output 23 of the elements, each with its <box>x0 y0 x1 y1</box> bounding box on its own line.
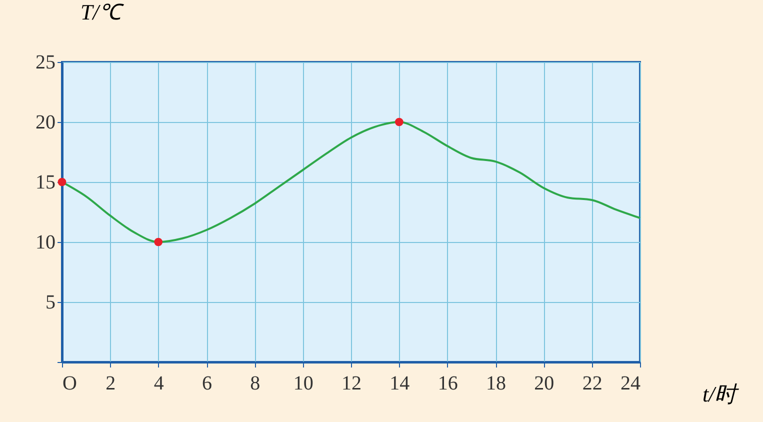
x-tick-label: 6 <box>202 372 212 394</box>
x-tick-label: 2 <box>106 372 116 394</box>
y-axis-title: T/℃ <box>80 0 125 24</box>
x-tick-label: 24 <box>620 372 640 394</box>
x-tick-label: 20 <box>534 372 554 394</box>
x-tick-label: 16 <box>438 372 458 394</box>
x-axis-title: t/时 <box>702 382 740 406</box>
y-tick-label: 10 <box>36 232 56 254</box>
y-tick-label: 5 <box>46 292 56 314</box>
point <box>154 238 163 246</box>
y-tick-label: 20 <box>36 112 56 134</box>
x-tick-label: 8 <box>250 372 260 394</box>
y-tick-label: 25 <box>36 52 56 74</box>
x-tick-label: O <box>62 372 77 394</box>
point <box>394 118 404 126</box>
point <box>58 178 66 186</box>
x-tick-label: 22 <box>582 372 602 394</box>
x-tick-label: 12 <box>342 372 362 394</box>
x-tick-label: 18 <box>486 372 506 394</box>
y-tick-label: 15 <box>36 172 56 194</box>
x-tick-label: 14 <box>390 372 410 394</box>
x-tick-label: 10 <box>293 372 314 394</box>
x-tick-label: 4 <box>154 372 164 394</box>
